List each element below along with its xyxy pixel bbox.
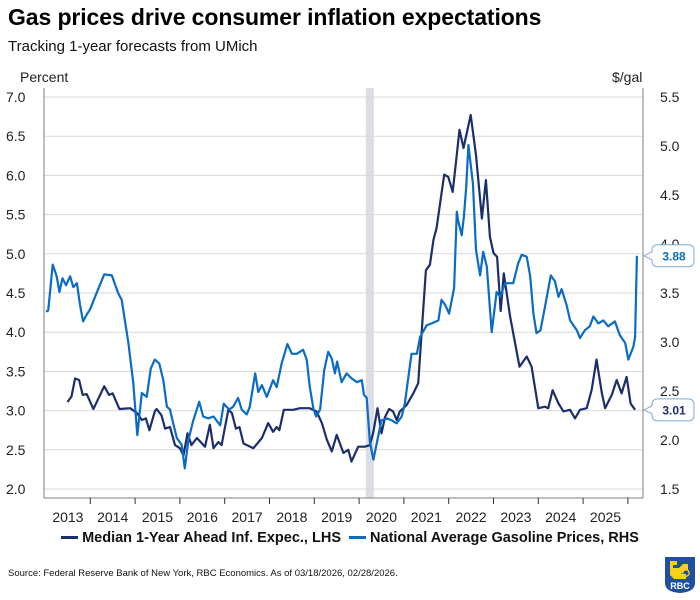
- legend-swatch-gasoline: [349, 535, 367, 539]
- axes: [43, 88, 644, 499]
- right-axis-title: $/gal: [612, 69, 642, 85]
- x-tick-label: 2019: [321, 509, 352, 525]
- legend: Median 1-Year Ahead Inf. Expec., LHS Nat…: [0, 530, 700, 546]
- right-tick-label: 2.0: [660, 432, 680, 448]
- x-tick-label: 2018: [276, 509, 307, 525]
- left-tick-label: 5.5: [6, 207, 26, 223]
- left-tick-label: 2.5: [6, 442, 26, 458]
- x-tick-label: 2020: [366, 509, 397, 525]
- chart-title: Gas prices drive consumer inflation expe…: [8, 4, 542, 30]
- left-tick-label: 3.0: [6, 403, 26, 419]
- left-tick-label: 5.0: [6, 246, 26, 262]
- x-tick-label: 2017: [232, 509, 263, 525]
- line-chart: 2013 2014 2015 2016 2017 2018 2019 2020 2021 2022…: [6, 69, 695, 525]
- right-tick-label: 1.5: [660, 481, 680, 497]
- right-tick-label: 5.0: [660, 138, 680, 154]
- left-axis-title: Percent: [20, 69, 68, 85]
- left-tick-label: 4.5: [6, 285, 26, 301]
- callout-value: 3.88: [662, 249, 686, 263]
- source-note: Source: Federal Reserve Bank of New York…: [8, 568, 398, 579]
- x-tick-label: 2022: [456, 509, 487, 525]
- callout-inflation: 3.01: [642, 398, 695, 422]
- left-tick-label: 6.0: [6, 167, 26, 183]
- left-tick-label: 6.5: [6, 128, 26, 144]
- legend-label-gasoline: National Average Gasoline Prices, RHS: [370, 530, 639, 546]
- x-tick-label: 2016: [187, 509, 218, 525]
- x-tick-label: 2013: [52, 509, 83, 525]
- x-tick-label: 2021: [411, 509, 442, 525]
- rbc-logo-text: RBC: [670, 581, 690, 591]
- left-axis-ticks: 7.0 6.5 6.0 5.5 5.0 4.5 4.0 3.5 3.0 2.5 2.0: [6, 89, 26, 497]
- x-tick-label: 2014: [97, 509, 128, 525]
- right-tick-label: 5.5: [660, 89, 680, 105]
- legend-item-gasoline: National Average Gasoline Prices, RHS: [349, 530, 639, 546]
- gridlines: [44, 96, 643, 490]
- right-axis-ticks: 5.55.04.54.03.53.02.52.01.5: [660, 89, 680, 497]
- right-tick-label: 3.5: [660, 285, 680, 301]
- rbc-logo-icon: RBC: [665, 557, 695, 593]
- left-tick-label: 2.0: [6, 481, 26, 497]
- right-tick-label: 2.5: [660, 383, 680, 399]
- legend-swatch-inflation: [61, 535, 79, 539]
- x-tick-label: 2015: [142, 509, 173, 525]
- chart-subtitle: Tracking 1-year forecasts from UMich: [8, 38, 258, 55]
- callout-box: [642, 398, 695, 422]
- callout-gasoline: 3.88: [642, 244, 695, 268]
- left-tick-label: 7.0: [6, 89, 26, 105]
- inflation-expectations-line: [66, 113, 636, 463]
- x-axis-ticks: 2013 2014 2015 2016 2017 2018 2019 2020 2021 2022…: [52, 498, 629, 525]
- series-lines: [45, 113, 638, 470]
- left-tick-label: 4.0: [6, 324, 26, 340]
- gasoline-price-line: [45, 143, 638, 470]
- x-tick-label: 2024: [545, 509, 576, 525]
- callout-box: [642, 244, 695, 268]
- right-tick-label: 3.0: [660, 334, 680, 350]
- x-tick-label: 2023: [500, 509, 531, 525]
- legend-label-inflation: Median 1-Year Ahead Inf. Expec., LHS: [82, 530, 341, 546]
- legend-item-inflation: Median 1-Year Ahead Inf. Expec., LHS: [61, 530, 341, 546]
- callout-value: 3.01: [662, 403, 686, 417]
- last-value-callouts: 3.01 3.88: [642, 244, 695, 422]
- x-tick-label: 2025: [590, 509, 621, 525]
- right-tick-label: 4.5: [660, 187, 680, 203]
- left-tick-label: 3.5: [6, 363, 26, 379]
